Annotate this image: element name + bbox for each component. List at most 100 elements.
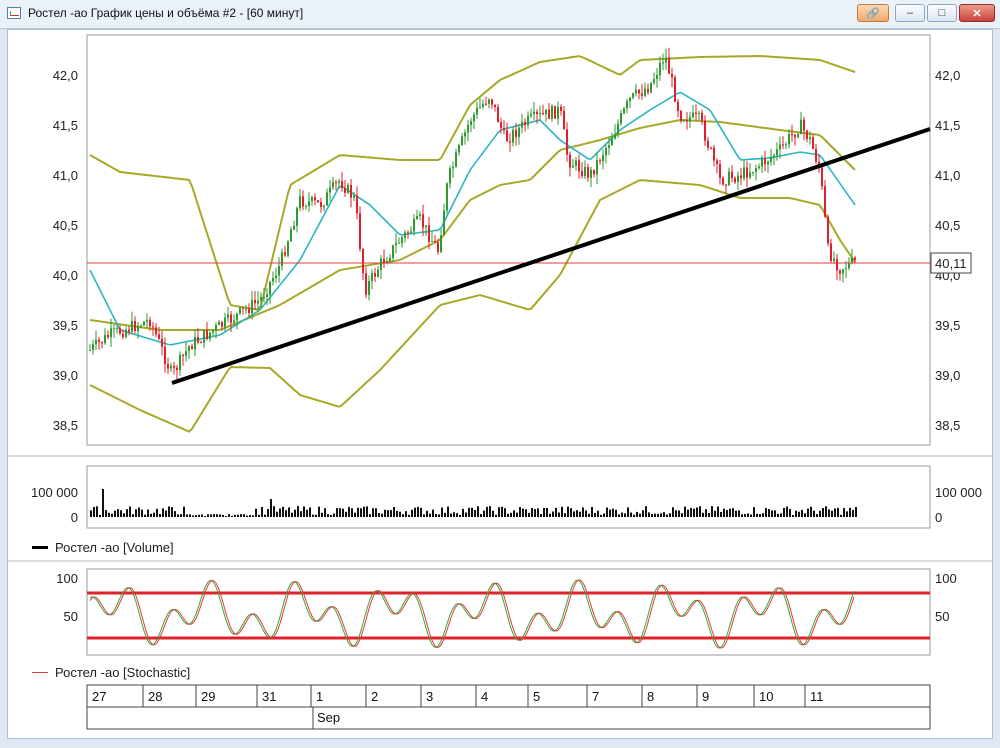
volume-bar xyxy=(207,514,209,517)
trendline[interactable] xyxy=(171,127,931,385)
volume-bar xyxy=(144,514,146,517)
candle-body xyxy=(185,351,187,356)
candle-body xyxy=(608,145,610,148)
volume-bar xyxy=(795,510,797,517)
volume-bar xyxy=(780,513,782,517)
volume-bar xyxy=(606,507,608,517)
candle-body xyxy=(620,113,622,124)
volume-bar xyxy=(843,508,845,517)
candle-body xyxy=(524,121,526,126)
candle-body xyxy=(761,158,763,167)
volume-bar xyxy=(543,508,545,517)
candle-body xyxy=(146,319,148,322)
volume-bar xyxy=(147,509,149,517)
candle-body xyxy=(359,213,361,249)
volume-bar xyxy=(462,508,464,517)
candle-body xyxy=(767,161,769,165)
volume-bar xyxy=(312,514,314,517)
volume-bar xyxy=(525,509,527,517)
price-tick-left: 40,0 xyxy=(53,268,78,283)
stochastic-lines xyxy=(89,579,855,649)
candle-body xyxy=(191,346,193,350)
volume-bar xyxy=(822,508,824,517)
volume-bar xyxy=(276,511,278,517)
volume-bar xyxy=(369,514,371,517)
day-label: 8 xyxy=(647,689,654,704)
candle-body xyxy=(119,328,121,334)
candle-body xyxy=(836,258,838,271)
candle-body xyxy=(149,319,151,327)
candle-body xyxy=(332,182,334,188)
stochastic-legend[interactable]: Ростел -ао [Stochastic] xyxy=(32,665,190,680)
volume-bar xyxy=(177,514,179,517)
candle-body xyxy=(596,160,598,175)
volume-bar xyxy=(672,507,674,517)
volume-bar xyxy=(765,508,767,517)
candle-body xyxy=(254,300,256,304)
link-button[interactable]: 🔗 xyxy=(857,4,889,22)
candle-body xyxy=(632,93,634,98)
volume-bar xyxy=(402,514,404,517)
candle-body xyxy=(341,181,343,188)
volume-bar xyxy=(687,509,689,517)
price-panel[interactable] xyxy=(86,34,931,446)
candle-body xyxy=(437,242,439,252)
volume-tick-left-100000: 100 000 xyxy=(31,485,78,500)
volume-bar xyxy=(180,514,182,517)
day-label: 28 xyxy=(148,689,162,704)
close-button[interactable]: ✕ xyxy=(959,4,995,22)
day-label: 31 xyxy=(262,689,276,704)
candle-body xyxy=(395,242,397,246)
candle-body xyxy=(95,339,97,345)
volume-bar xyxy=(597,510,599,517)
candle-body xyxy=(452,166,454,169)
volume-bar xyxy=(702,512,704,517)
day-label: 7 xyxy=(592,689,599,704)
candle-body xyxy=(194,337,196,350)
price-tick-left: 42,0 xyxy=(53,68,78,83)
volume-bar xyxy=(657,513,659,517)
stochastic-tick-right-50: 50 xyxy=(935,609,949,624)
volume-bar xyxy=(426,510,428,517)
volume-panel[interactable] xyxy=(86,465,931,529)
volume-legend[interactable]: Ростел -ао [Volume] xyxy=(32,540,174,555)
volume-bar xyxy=(474,510,476,517)
volume-bar xyxy=(156,508,158,517)
volume-bar xyxy=(768,509,770,517)
volume-bar xyxy=(837,507,839,517)
volume-bar xyxy=(741,514,743,517)
volume-bar xyxy=(633,514,635,517)
candle-body xyxy=(845,268,847,270)
candle-body xyxy=(704,120,706,141)
candle-body xyxy=(797,134,799,138)
volume-bar xyxy=(168,506,170,517)
volume-bar xyxy=(123,513,125,517)
volume-bar xyxy=(732,508,734,517)
candle-body xyxy=(635,89,637,94)
candle-body xyxy=(188,346,190,351)
candle-body xyxy=(206,330,208,339)
candle-body xyxy=(701,112,703,121)
candle-body xyxy=(92,344,94,350)
volume-bar xyxy=(129,506,131,517)
volume-bar xyxy=(348,507,350,517)
volume-bar xyxy=(711,506,713,517)
candle-body xyxy=(806,130,808,140)
candle-body xyxy=(683,120,685,122)
minimize-button[interactable]: – xyxy=(895,4,925,22)
volume-bar xyxy=(522,508,524,517)
candle-body xyxy=(293,225,295,230)
volume-bar xyxy=(459,514,461,517)
candle-body xyxy=(611,138,613,146)
moving-average xyxy=(89,91,856,346)
candle-body xyxy=(536,111,538,115)
candle-body xyxy=(707,140,709,148)
candle-body xyxy=(431,241,433,242)
volume-bar xyxy=(405,511,407,517)
candle-body xyxy=(338,181,340,183)
volume-bar xyxy=(111,513,113,517)
maximize-button[interactable]: □ xyxy=(927,4,957,22)
candle-body xyxy=(362,249,364,274)
volume-bar xyxy=(393,507,395,517)
volume-bar xyxy=(648,512,650,517)
